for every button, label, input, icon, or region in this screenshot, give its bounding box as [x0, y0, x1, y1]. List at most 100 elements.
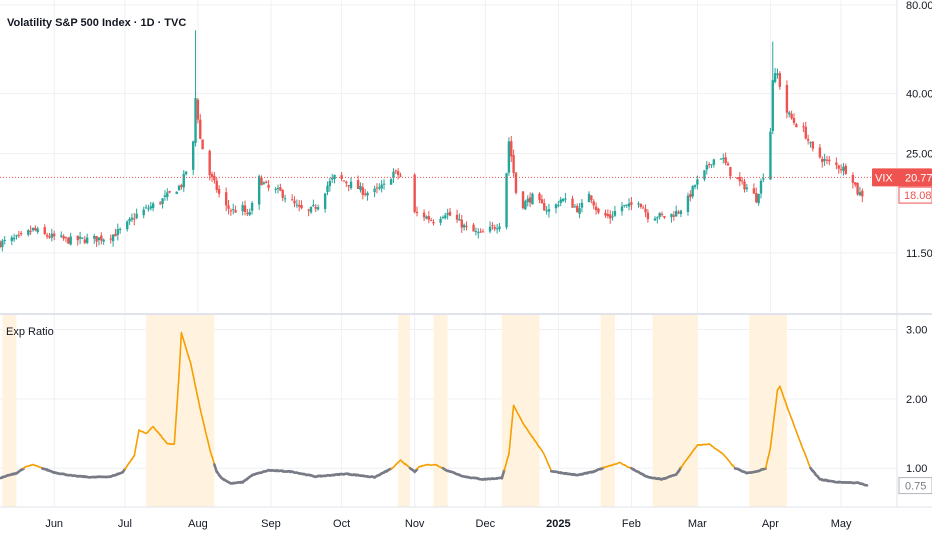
- candle-body: [693, 185, 697, 187]
- candle-body: [526, 198, 529, 203]
- shade-region-0: [2, 315, 17, 507]
- candle-body: [726, 163, 730, 166]
- candle: [392, 168, 395, 184]
- candle-body: [118, 228, 122, 230]
- candle: [526, 195, 529, 207]
- candle: [342, 180, 346, 182]
- price-tick-label: 80.00: [906, 0, 932, 12]
- candle: [111, 234, 115, 247]
- candle-body: [670, 213, 673, 218]
- candle-body: [314, 206, 317, 209]
- candle: [625, 204, 628, 208]
- candle-body: [773, 73, 777, 83]
- candle: [50, 228, 54, 242]
- candle: [755, 187, 758, 204]
- candle: [686, 192, 690, 216]
- candle: [274, 186, 277, 194]
- candle-body: [248, 211, 251, 215]
- candle: [295, 199, 299, 208]
- candle-body: [133, 218, 136, 220]
- candle-body: [342, 180, 346, 182]
- candle: [78, 231, 82, 245]
- candle: [611, 211, 614, 221]
- ratio-segment: [147, 428, 152, 433]
- ratio-segment: [19, 467, 25, 472]
- candle: [689, 190, 692, 202]
- candle: [241, 201, 244, 216]
- candle-body: [161, 198, 164, 205]
- candle: [394, 169, 398, 175]
- shade-region-5: [600, 315, 615, 507]
- candle: [597, 207, 600, 215]
- candle-body: [241, 205, 244, 212]
- candle-body: [135, 213, 138, 219]
- candle: [623, 204, 626, 208]
- ratio-segment: [199, 408, 204, 421]
- candle: [213, 172, 216, 184]
- candle-body: [166, 192, 169, 198]
- candle-body: [76, 236, 79, 241]
- candle-body: [144, 207, 148, 209]
- candle-body: [394, 170, 398, 172]
- candle: [679, 209, 683, 218]
- candle-body: [359, 186, 362, 191]
- candle-body: [856, 182, 859, 195]
- candle: [771, 41, 774, 135]
- candle: [564, 192, 567, 203]
- candle: [60, 231, 63, 239]
- ratio-segment: [187, 355, 192, 365]
- candle-body: [147, 208, 150, 210]
- candle-body: [576, 205, 579, 213]
- candle-body: [762, 178, 765, 180]
- exp-ratio-series: [0, 331, 869, 487]
- candle: [260, 175, 263, 186]
- candle-body: [234, 210, 237, 213]
- candle: [130, 213, 134, 223]
- candle: [182, 170, 185, 192]
- candle: [620, 201, 624, 216]
- candle: [828, 156, 831, 166]
- ratio-segment: [727, 459, 732, 464]
- candle: [743, 178, 746, 193]
- candle-body: [637, 203, 640, 205]
- candle-body: [213, 175, 216, 181]
- candle: [248, 208, 251, 217]
- candle: [347, 185, 350, 192]
- candle: [312, 199, 315, 208]
- candle-body: [627, 203, 631, 207]
- candle: [594, 202, 598, 215]
- candle: [316, 204, 320, 211]
- candle-body: [130, 217, 134, 220]
- candle: [20, 231, 23, 237]
- candle-body: [689, 194, 692, 198]
- candle: [821, 156, 824, 168]
- candle: [147, 204, 150, 212]
- ratio-segment: [190, 363, 194, 377]
- candle-body: [705, 165, 709, 170]
- candle-body: [298, 204, 301, 207]
- candle: [262, 181, 266, 185]
- candle: [448, 207, 452, 217]
- candle: [62, 234, 65, 241]
- candle-body: [316, 207, 320, 210]
- candle-body: [345, 181, 348, 184]
- candle-body: [279, 187, 282, 191]
- candle-body: [842, 166, 845, 171]
- ratio-last-value: 0.75: [905, 481, 926, 493]
- candle-body: [448, 211, 452, 216]
- candle: [356, 175, 360, 190]
- candle-body: [538, 193, 541, 201]
- candle-body: [592, 201, 595, 206]
- candle: [224, 187, 228, 212]
- candle-body: [778, 73, 782, 87]
- candle: [724, 152, 727, 166]
- candle-body: [458, 219, 461, 221]
- candle: [590, 195, 593, 204]
- candle: [809, 141, 812, 148]
- candle: [128, 217, 131, 225]
- candle: [425, 215, 428, 220]
- candle: [773, 68, 777, 84]
- candle-body: [677, 212, 680, 214]
- candle: [493, 224, 496, 232]
